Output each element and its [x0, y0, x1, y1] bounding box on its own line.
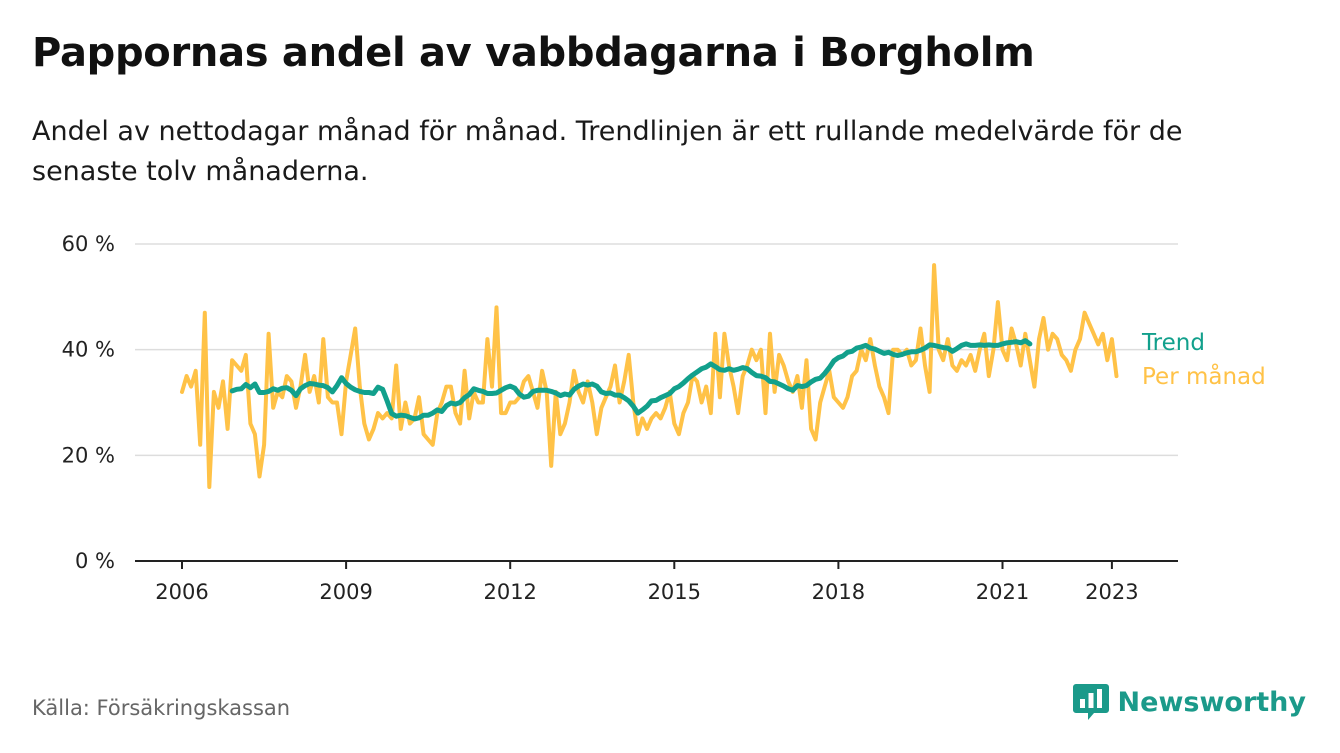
series-line-monthly [180, 263, 1119, 489]
y-axis-ticks: 0 % 20 % 40 % 60 % [62, 232, 115, 573]
y-tick-label: 0 % [75, 549, 115, 573]
inline-legend: Trend Per månad [1141, 330, 1266, 390]
y-tick-label: 60 % [62, 232, 115, 256]
source-note: Källa: Försäkringskassan [32, 696, 291, 720]
x-axis-ticks: 2006 2009 2012 2015 2018 2021 2023 [135, 560, 1178, 604]
x-tick-label: 2009 [319, 580, 372, 604]
series-lines [180, 263, 1119, 489]
y-tick-label: 40 % [62, 338, 115, 362]
series-line-trend [229, 338, 1033, 422]
chart-title: Pappornas andel av vabbdagarna i Borghol… [32, 30, 1035, 76]
x-tick-label: 2018 [812, 580, 865, 604]
legend-label-trend: Trend [1141, 330, 1205, 356]
x-tick-label: 2015 [648, 580, 701, 604]
legend-label-monthly: Per månad [1142, 362, 1266, 390]
y-tick-label: 20 % [62, 443, 115, 467]
x-tick-label: 2006 [155, 580, 208, 604]
x-tick-label: 2012 [483, 580, 536, 604]
x-tick-label: 2023 [1085, 580, 1138, 604]
brand-name: Newsworthy [1117, 686, 1306, 718]
chart-subtitle: Andel av nettodagar månad för månad. Tre… [32, 116, 1183, 187]
newsworthy-logo-icon [1072, 684, 1109, 720]
x-tick-label: 2021 [976, 580, 1029, 604]
brand: Newsworthy [1072, 682, 1306, 722]
